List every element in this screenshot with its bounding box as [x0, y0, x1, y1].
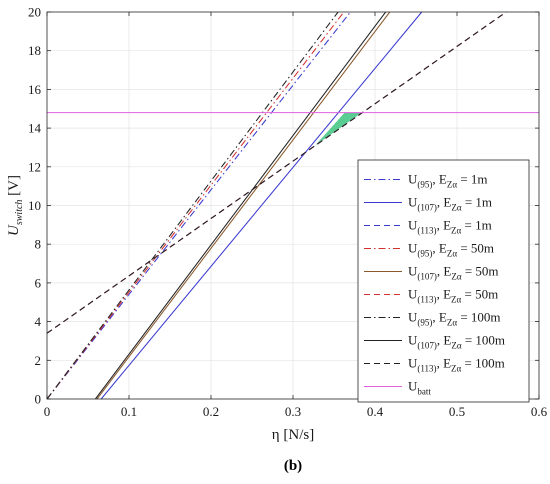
x-tick-label: 0.6	[531, 404, 548, 419]
x-tick-label: 0.1	[121, 404, 137, 419]
x-tick-label: 0.4	[367, 404, 384, 419]
legend-entry-9: U(113), EZα = 100m	[408, 356, 505, 374]
y-axis-label-text: Uswitch [V]	[6, 175, 25, 236]
figure-caption: (b)	[284, 458, 302, 474]
series-line-2	[100, 11, 423, 400]
y-axis-label-unit: [V]	[6, 175, 22, 200]
plot-area	[46, 11, 539, 400]
legend-entry-4: U(95), EZα = 50m	[408, 241, 494, 259]
y-tick-label: 0	[35, 392, 42, 407]
legend-entry-5: U(107), EZα = 50m	[408, 264, 499, 282]
x-tick-label: 0.5	[449, 404, 465, 419]
x-tick-label: 0.2	[203, 404, 219, 419]
y-tick-label: 18	[28, 43, 41, 58]
legend-entry-10: Ubatt	[408, 379, 431, 397]
y-tick-label: 10	[28, 198, 41, 213]
ticks: 0 0.1 0.2 0.3 0.4 0.5 0.6 0 2 4 6 8 10 12 14 16 18 20	[28, 5, 548, 420]
series-line-8	[94, 11, 387, 400]
series-line-5	[96, 11, 391, 400]
y-axis-label-main: U	[6, 224, 22, 236]
legend-entry-8: U(107), EZα = 100m	[408, 333, 505, 351]
y-tick-label: 20	[28, 5, 41, 20]
y-tick-label: 14	[28, 121, 42, 136]
legend: U(95), EZα = 1m U(107), EZα = 1m U(113), E…	[357, 159, 530, 403]
series-line-7	[46, 11, 339, 400]
legend-box	[357, 159, 530, 403]
y-tick-label: 6	[35, 275, 42, 290]
x-axis-label: η [N/s]	[272, 427, 314, 443]
y-tick-label: 4	[35, 314, 42, 329]
y-tick-label: 2	[35, 353, 42, 368]
legend-entry-6: U(113), EZα = 50m	[408, 287, 498, 305]
legend-entry-1: U(95), EZα = 1m	[408, 172, 488, 190]
y-tick-label: 8	[35, 237, 42, 252]
y-tick-label: 16	[28, 82, 42, 97]
legend-entry-7: U(95), EZα = 100m	[408, 310, 501, 328]
series-line-4	[46, 11, 345, 400]
series-line-1	[46, 11, 351, 400]
legend-entry-3: U(113), EZα = 1m	[408, 218, 492, 236]
y-axis-label: Uswitch [V]	[6, 175, 25, 236]
y-tick-label: 12	[28, 159, 41, 174]
series-line-9	[46, 11, 507, 334]
x-tick-label: 0	[44, 404, 51, 419]
y-axis-label-sub: switch	[14, 200, 25, 226]
x-tick-label: 0.3	[285, 404, 301, 419]
legend-entry-2: U(107), EZα = 1m	[408, 195, 492, 213]
